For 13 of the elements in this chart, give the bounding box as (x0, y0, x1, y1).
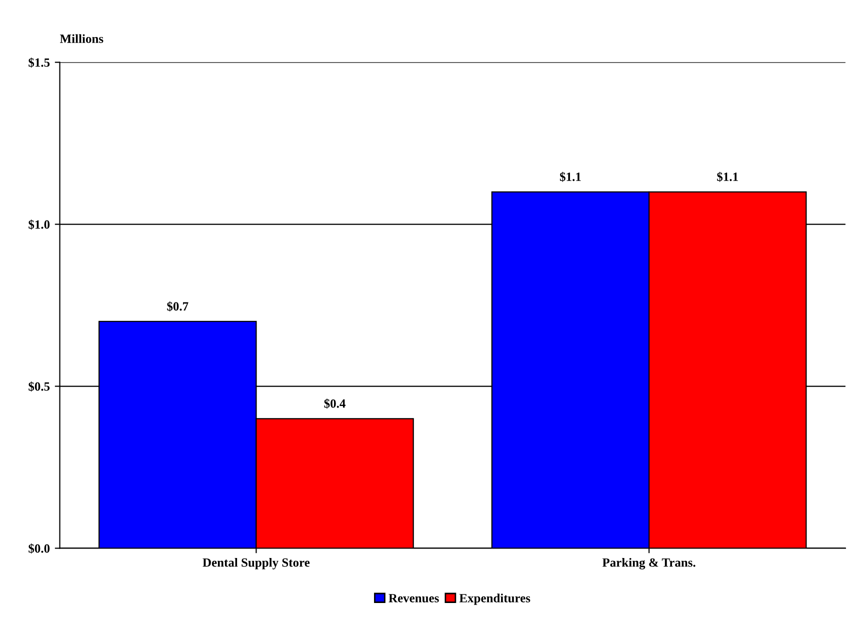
data-label: $0.4 (324, 398, 346, 409)
y-axis-title: Millions (60, 34, 104, 43)
data-label: $1.1 (717, 172, 738, 182)
y-tick-label: $0.5 (28, 382, 50, 392)
y-tick-label: $1.5 (28, 58, 50, 68)
x-tick-label: Dental Supply Store (202, 558, 310, 570)
x-tick-label: Parking & Trans. (602, 558, 696, 570)
legend-label: Expenditures (459, 594, 530, 605)
data-label: $0.7 (167, 301, 188, 312)
y-tick-label: $0.0 (28, 544, 50, 554)
data-label: $1.1 (560, 172, 581, 182)
y-tick-label: $1.0 (28, 220, 50, 230)
legend-label: Revenues (388, 594, 439, 602)
